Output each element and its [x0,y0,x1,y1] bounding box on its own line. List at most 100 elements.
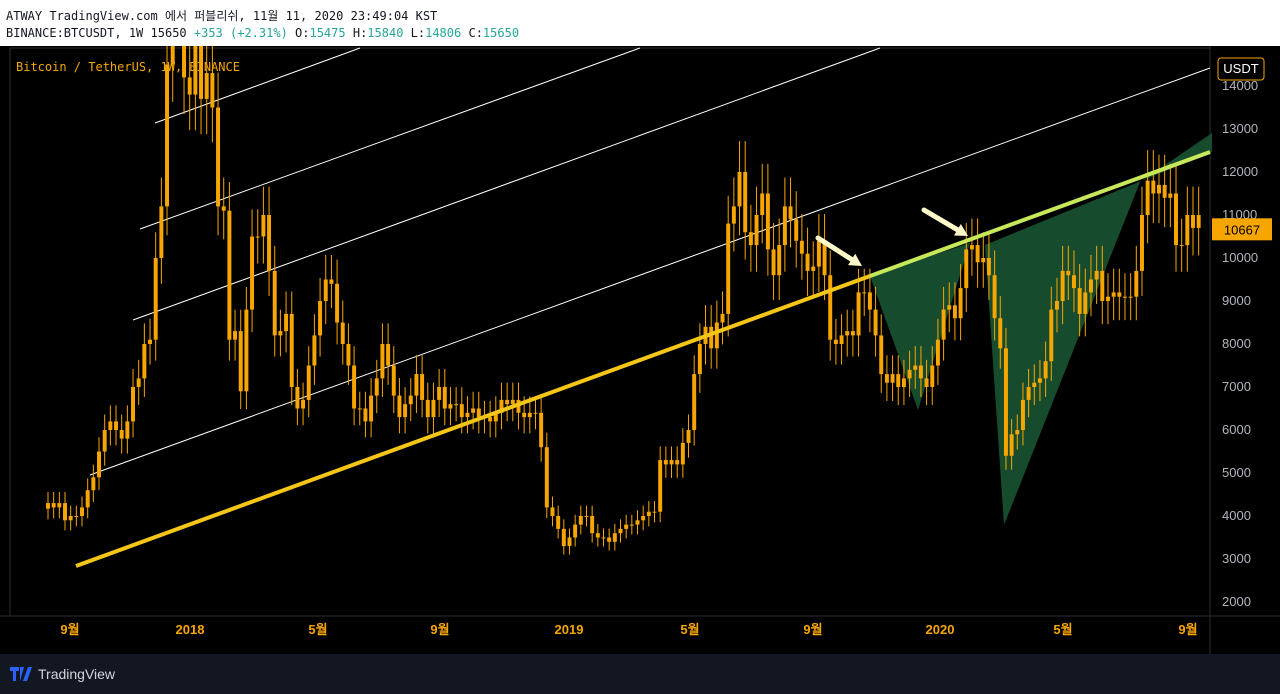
candle-body [1026,387,1031,400]
candle-body [284,313,289,332]
candle-body [777,245,782,276]
candle-body [539,412,544,448]
candle-body [833,339,838,344]
candle-body [244,309,249,392]
candle-body [182,46,187,78]
candle-body [714,322,719,349]
candle-body [159,206,164,258]
candle-body [884,374,889,383]
candle-body [743,172,748,233]
y-tick-label: 7000 [1222,379,1251,394]
candle-body [1157,184,1161,194]
candle-body [1009,434,1014,456]
candle-body [267,215,272,271]
candle-body [505,399,510,405]
last-price-badge [1212,218,1272,241]
x-tick-label: 5월 [308,622,327,637]
candle-body [771,249,776,276]
y-tick-label: 14000 [1222,78,1258,93]
candle-body [1100,270,1105,301]
channel-line-4 [154,47,361,124]
candle-body [595,533,600,538]
candle-body [862,292,867,294]
candle-body [165,64,170,207]
candle-body [1168,193,1173,198]
candle-body [80,507,84,516]
candle-body [867,292,872,310]
candle-body [46,503,50,509]
channel-line-2 [132,47,881,321]
y-tick-label: 12000 [1222,164,1258,179]
price-chart[interactable]: 14000 13000 12000 11000 10000 9000 8000 7000 600… [0,46,1280,654]
candle-body [1003,348,1008,456]
candle-body [720,313,725,323]
last-price-value: 15650 [150,26,187,40]
candle-body [1134,270,1139,297]
candle-body [652,511,657,513]
candle-body [624,524,629,529]
candle-body [210,73,215,108]
candle-body [1196,215,1201,228]
tradingview-logo[interactable]: TradingView [10,666,115,682]
candle-body [584,516,589,517]
candle-body [935,339,940,366]
candle-body [289,313,294,387]
brand-label: TradingView [38,666,116,682]
candle-body [437,387,442,400]
pointer-arrowhead-2 [954,223,968,236]
candle-body [318,301,323,336]
candle-body [561,528,566,547]
candle-body [1054,301,1059,310]
candle-body [1139,215,1144,271]
candle-body [794,219,799,241]
candle-body [1071,275,1076,289]
candle-body [357,408,362,410]
candle-body [737,172,742,207]
candle-body [952,305,957,319]
x-tick-label: 5월 [1053,622,1072,637]
y-tick-label: 9000 [1222,293,1251,308]
candle-body [709,326,714,349]
candle-body [607,537,612,542]
candle-body [329,279,334,284]
y-tick-label: 10000 [1222,250,1258,265]
x-tick-label: 9월 [60,622,79,637]
candle-body [1111,292,1116,297]
candle-body [1122,296,1127,298]
candle-body [408,395,413,405]
candle-body [346,344,351,366]
candle-body [85,490,90,508]
candle-body [397,395,402,418]
candle-body [1020,399,1025,430]
candle-body [958,288,963,319]
candle-body [1105,296,1110,301]
candle-body [414,374,419,396]
candle-body [533,412,538,414]
candle-body [907,369,912,379]
candle-body [340,322,345,344]
candle-body [675,460,680,465]
candle-body [216,107,221,207]
close-value: 15650 [482,26,520,40]
y-tick-label: 13000 [1222,121,1258,136]
candle-body [369,395,374,422]
candle-body [499,399,504,413]
candle-body [981,258,986,263]
candle-body [102,430,107,452]
chart-legend: Bitcoin / TetherUS, 1W, BINANCE [16,60,240,74]
candle-body [975,245,980,263]
candle-body [272,270,277,336]
y-tick-label: 2000 [1222,594,1251,609]
candle-body [998,318,1003,349]
candle-body [845,331,850,336]
candle-body [374,378,379,396]
candle-body [493,412,498,422]
candle-body [255,236,260,238]
candle-body [811,266,816,271]
candle-body [74,516,79,517]
candle-body [471,408,476,413]
candles [46,46,1201,555]
candle-body [68,516,73,521]
candle-body [425,399,430,418]
candle-body [233,331,238,340]
